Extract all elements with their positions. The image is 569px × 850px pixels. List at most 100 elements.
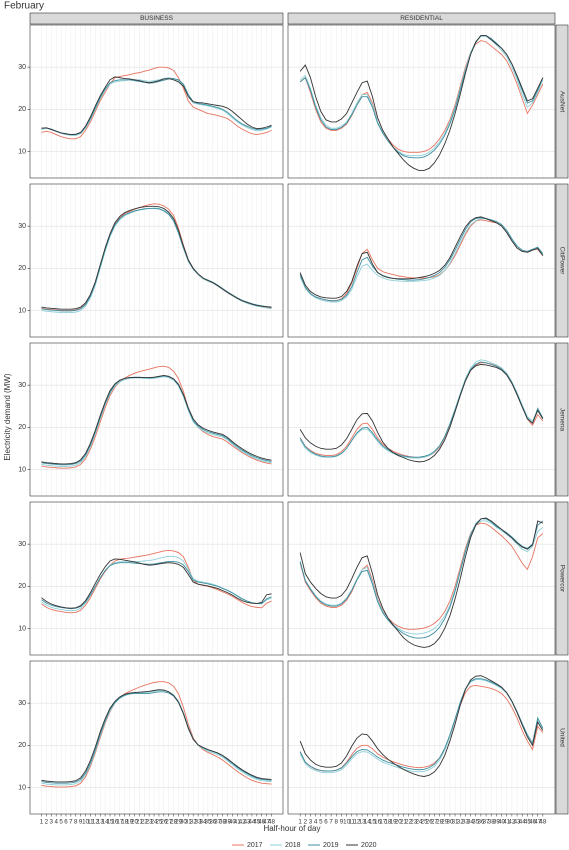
x-tick-label: 33 bbox=[462, 819, 469, 826]
series-line bbox=[41, 681, 272, 788]
x-tick-label: 5 bbox=[319, 819, 323, 826]
row-label: CitiPower bbox=[558, 247, 565, 276]
column-label: RESIDENTIAL bbox=[400, 15, 443, 22]
y-tick-label: 20 bbox=[18, 583, 26, 590]
y-tick-label: 20 bbox=[18, 742, 26, 749]
panel-border bbox=[29, 183, 284, 338]
x-tick-label: 38 bbox=[488, 819, 495, 826]
x-tick-label: 3 bbox=[309, 819, 313, 826]
x-tick-label: 29 bbox=[175, 819, 182, 826]
x-tick-label: 16 bbox=[111, 819, 118, 826]
y-tick-label: 10 bbox=[18, 625, 26, 632]
x-tick-label: 45 bbox=[253, 819, 260, 826]
x-tick-label: 9 bbox=[340, 819, 344, 826]
x-tick-label: 38 bbox=[219, 819, 226, 826]
series-line bbox=[299, 679, 544, 774]
x-tick-label: 27 bbox=[431, 819, 438, 826]
x-tick-label: 13 bbox=[97, 819, 104, 826]
legend-label: 2017 bbox=[247, 842, 263, 849]
x-tick-label: 43 bbox=[514, 819, 521, 826]
x-tick-label: 11 bbox=[349, 819, 356, 826]
x-tick-label: 35 bbox=[204, 819, 211, 826]
panel-background bbox=[30, 343, 283, 496]
x-tick-label: 33 bbox=[195, 819, 202, 826]
y-tick-label: 10 bbox=[18, 148, 26, 155]
x-tick-label: 17 bbox=[379, 819, 386, 826]
x-tick-label: 26 bbox=[426, 819, 433, 826]
series-line bbox=[41, 77, 272, 136]
x-tick-label: 28 bbox=[170, 819, 177, 826]
x-tick-label: 35 bbox=[472, 819, 479, 826]
y-axis-title: Electricity demand (MW) bbox=[3, 373, 12, 460]
series-line bbox=[41, 550, 272, 614]
panel-border bbox=[29, 501, 284, 656]
x-tick-label: 1 bbox=[298, 819, 302, 826]
row-strip bbox=[555, 24, 569, 179]
series-line bbox=[41, 205, 272, 310]
x-tick-label: 44 bbox=[519, 819, 526, 826]
x-tick-label: 19 bbox=[390, 819, 397, 826]
x-tick-label: 48 bbox=[268, 819, 275, 826]
x-tick-label: 15 bbox=[107, 819, 114, 826]
y-tick-label: 20 bbox=[18, 424, 26, 431]
x-tick-label: 18 bbox=[384, 819, 391, 826]
y-tick-label: 30 bbox=[18, 700, 26, 707]
y-tick-label: 20 bbox=[18, 265, 26, 272]
x-tick-label: 2 bbox=[304, 819, 308, 826]
x-tick-label: 5 bbox=[59, 819, 63, 826]
x-tick-label: 40 bbox=[229, 819, 236, 826]
x-tick-label: 28 bbox=[436, 819, 443, 826]
x-tick-label: 18 bbox=[121, 819, 128, 826]
row-label: AusNet bbox=[558, 91, 565, 113]
series-line bbox=[299, 216, 544, 299]
series-line bbox=[41, 365, 272, 469]
panel-background bbox=[288, 661, 555, 814]
x-tick-label: 26 bbox=[160, 819, 167, 826]
series-line bbox=[299, 35, 544, 171]
x-tick-label: 27 bbox=[165, 819, 172, 826]
row-label: Powercor bbox=[558, 565, 565, 593]
x-tick-label: 45 bbox=[524, 819, 531, 826]
row-strip bbox=[555, 342, 569, 497]
x-tick-label: 41 bbox=[503, 819, 510, 826]
series-line bbox=[299, 364, 544, 463]
x-tick-label: 31 bbox=[452, 819, 459, 826]
x-tick-label: 21 bbox=[400, 819, 407, 826]
x-tick-label: 34 bbox=[200, 819, 207, 826]
x-tick-label: 39 bbox=[493, 819, 500, 826]
x-tick-label: 17 bbox=[116, 819, 123, 826]
panel-background bbox=[30, 25, 283, 178]
y-tick-label: 10 bbox=[18, 466, 26, 473]
x-tick-label: 46 bbox=[258, 819, 265, 826]
y-tick-label: 30 bbox=[18, 541, 26, 548]
x-tick-label: 15 bbox=[369, 819, 376, 826]
x-tick-label: 11 bbox=[87, 819, 94, 826]
panel-border bbox=[287, 501, 556, 656]
x-tick-label: 9 bbox=[79, 819, 83, 826]
x-tick-label: 41 bbox=[234, 819, 241, 826]
panel-border bbox=[29, 24, 284, 179]
x-tick-label: 20 bbox=[131, 819, 138, 826]
x-tick-label: 24 bbox=[151, 819, 158, 826]
row-strip bbox=[555, 183, 569, 338]
x-tick-label: 14 bbox=[364, 819, 371, 826]
x-tick-label: 25 bbox=[421, 819, 428, 826]
x-axis-title: Half-hour of day bbox=[264, 824, 321, 833]
series-line bbox=[41, 66, 272, 140]
series-line bbox=[41, 558, 272, 609]
legend-label: 2020 bbox=[361, 842, 377, 849]
x-tick-label: 14 bbox=[102, 819, 109, 826]
y-tick-label: 20 bbox=[18, 106, 26, 113]
x-tick-label: 13 bbox=[359, 819, 366, 826]
x-tick-label: 39 bbox=[224, 819, 231, 826]
row-label: United bbox=[558, 728, 565, 747]
x-tick-label: 7 bbox=[329, 819, 333, 826]
x-tick-label: 22 bbox=[141, 819, 148, 826]
series-line bbox=[299, 520, 544, 635]
x-tick-label: 48 bbox=[539, 819, 546, 826]
column-label: BUSINESS bbox=[140, 15, 174, 22]
x-tick-label: 4 bbox=[314, 819, 318, 826]
x-tick-label: 40 bbox=[498, 819, 505, 826]
x-tick-label: 30 bbox=[446, 819, 453, 826]
